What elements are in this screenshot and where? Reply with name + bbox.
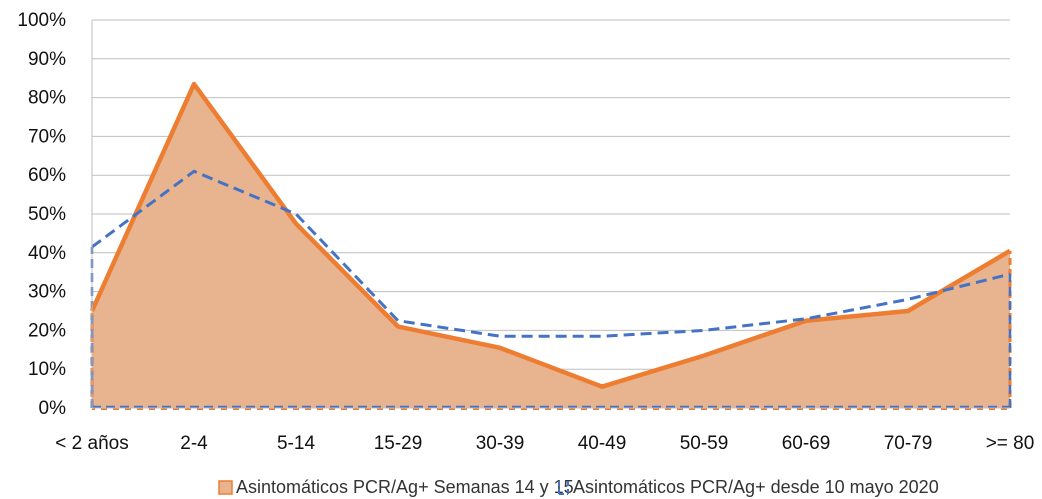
y-tick-label: 60% bbox=[28, 165, 66, 186]
series-1-line bbox=[89, 81, 1012, 389]
x-tick-label: 5-14 bbox=[277, 433, 315, 454]
legend-swatch-series-2 bbox=[558, 481, 569, 495]
legend: Asintomáticos PCR/Ag+ Semanas 14 y 15 As… bbox=[218, 477, 939, 497]
x-tick-label: 70-79 bbox=[884, 433, 933, 454]
y-tick-label: 40% bbox=[28, 243, 66, 264]
x-tick-label: 50-59 bbox=[680, 433, 729, 454]
y-tick-label: 50% bbox=[28, 204, 66, 225]
y-tick-label: 80% bbox=[28, 88, 66, 109]
y-tick-label: 90% bbox=[28, 49, 66, 70]
y-tick-label: 10% bbox=[28, 359, 66, 380]
legend-label-series-2: Asintomáticos PCR/Ag+ desde 10 mayo 2020 bbox=[573, 477, 939, 497]
x-tick-label: < 2 años bbox=[55, 433, 128, 454]
x-tick-label: 60-69 bbox=[782, 433, 831, 454]
y-tick-labels: 0% 10% 20% 30% 40% 50% 60% 70% 80% 90% 100% bbox=[17, 10, 66, 419]
x-tick-label: 15-29 bbox=[374, 433, 423, 454]
legend-swatch-series-1 bbox=[218, 480, 233, 495]
axes bbox=[91, 20, 1010, 409]
x-tick-label: 2-4 bbox=[180, 433, 208, 454]
x-tick-label: 30-39 bbox=[476, 433, 525, 454]
legend-label-series-1: Asintomáticos PCR/Ag+ Semanas 14 y 15 bbox=[236, 477, 574, 497]
x-tick-labels: < 2 años 2-4 5-14 15-29 30-39 40-49 50-59 60-69… bbox=[55, 433, 1034, 454]
y-tick-label: 70% bbox=[28, 126, 66, 147]
y-tick-label: 20% bbox=[28, 320, 66, 341]
y-tick-label: 30% bbox=[28, 282, 66, 303]
x-tick-label: 40-49 bbox=[578, 433, 627, 454]
y-tick-label: 100% bbox=[17, 10, 66, 31]
x-tick-label: >= 80 bbox=[986, 433, 1035, 454]
y-tick-label: 0% bbox=[39, 398, 67, 419]
series-area-group bbox=[92, 84, 1010, 409]
series-1-area bbox=[92, 84, 1010, 409]
